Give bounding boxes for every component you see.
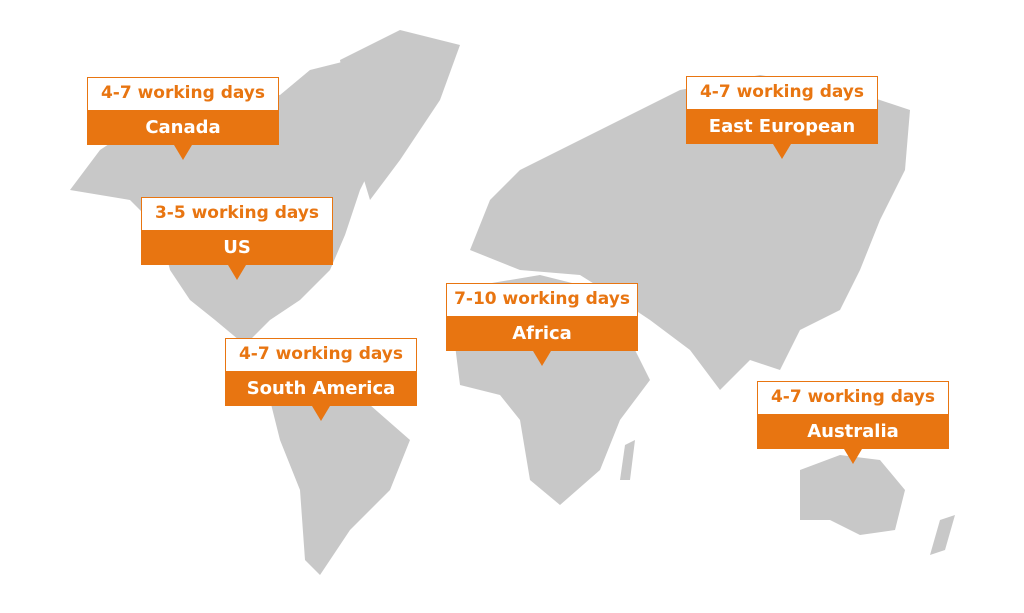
delivery-days: 4-7 working days xyxy=(686,76,878,109)
pointer-icon xyxy=(312,406,330,421)
delivery-days: 3-5 working days xyxy=(141,197,333,230)
callout-south-america: 4-7 working days South America xyxy=(225,338,417,421)
region-label: South America xyxy=(225,371,417,406)
eurasia-land xyxy=(470,75,910,390)
south-america-land xyxy=(270,385,410,575)
region-label: Africa xyxy=(446,316,638,351)
new-zealand-land xyxy=(930,515,955,555)
delivery-days: 4-7 working days xyxy=(87,77,279,110)
region-label: Australia xyxy=(757,414,949,449)
australia-land xyxy=(800,455,905,535)
callout-australia: 4-7 working days Australia xyxy=(757,381,949,464)
greenland-land xyxy=(340,30,460,200)
callout-africa: 7-10 working days Africa xyxy=(446,283,638,366)
region-label: Canada xyxy=(87,110,279,145)
pointer-icon xyxy=(174,145,192,160)
pointer-icon xyxy=(773,144,791,159)
region-label: East European xyxy=(686,109,878,144)
delivery-days: 4-7 working days xyxy=(225,338,417,371)
madagascar-land xyxy=(620,440,635,480)
callout-east-european: 4-7 working days East European xyxy=(686,76,878,159)
delivery-days: 7-10 working days xyxy=(446,283,638,316)
pointer-icon xyxy=(844,449,862,464)
region-label: US xyxy=(141,230,333,265)
delivery-days: 4-7 working days xyxy=(757,381,949,414)
callout-us: 3-5 working days US xyxy=(141,197,333,280)
pointer-icon xyxy=(533,351,551,366)
callout-canada: 4-7 working days Canada xyxy=(87,77,279,160)
pointer-icon xyxy=(228,265,246,280)
